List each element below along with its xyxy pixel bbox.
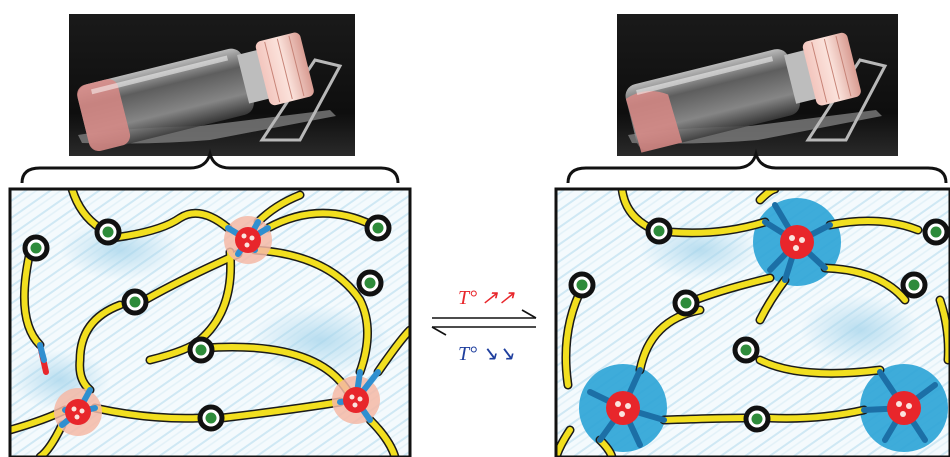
right-core-bottom-left bbox=[587, 367, 667, 448]
left-network-panel bbox=[8, 187, 412, 457]
right-crosslinkers bbox=[568, 217, 950, 433]
equilibrium-arrows bbox=[431, 309, 537, 336]
right-core-bottom-right bbox=[861, 369, 938, 443]
right-network-panel bbox=[554, 187, 950, 457]
left-core-top bbox=[224, 216, 272, 264]
left-vial-photo bbox=[69, 14, 355, 156]
temperature-transition: T° ↗↗ T° ↘↘ bbox=[431, 287, 537, 365]
right-core-top bbox=[762, 202, 833, 283]
left-brace bbox=[20, 148, 400, 184]
left-crosslinkers bbox=[22, 214, 392, 432]
cooling-label: T° ↘↘ bbox=[458, 343, 515, 365]
left-core-bottom-left bbox=[54, 387, 102, 436]
right-vial-photo bbox=[617, 14, 898, 156]
heating-label: T° ↗↗ bbox=[458, 287, 515, 309]
right-brace bbox=[566, 148, 948, 184]
left-core-bottom-right bbox=[332, 369, 381, 424]
